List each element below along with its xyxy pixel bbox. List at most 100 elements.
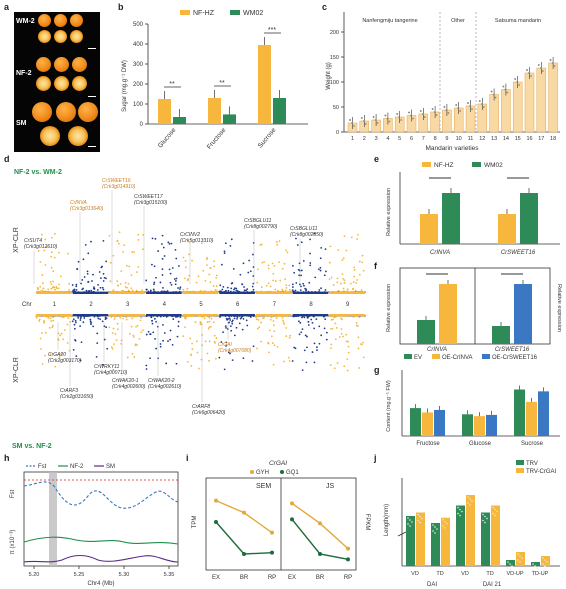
snp-point	[55, 285, 58, 288]
snp-point	[172, 318, 175, 320]
snp-point	[169, 338, 172, 341]
snp-point	[152, 288, 155, 291]
snp-point	[45, 315, 48, 318]
snp-point	[77, 316, 80, 319]
sig-label: **	[219, 80, 225, 87]
ylabel: TPM	[192, 516, 198, 529]
bar-nf-hz-crinva	[420, 214, 438, 244]
data-point	[457, 506, 459, 509]
ylabel2: Relative expression	[556, 284, 562, 332]
snp-point	[225, 326, 227, 329]
snp-point	[80, 315, 83, 318]
snp-point	[159, 281, 162, 284]
snp-point	[343, 279, 346, 282]
snp-point	[125, 318, 128, 321]
snp-point	[140, 316, 143, 319]
data-point	[349, 119, 351, 121]
snp-point	[71, 284, 74, 286]
snp-point	[58, 283, 60, 286]
snp-point	[145, 288, 148, 291]
snp-point	[299, 321, 302, 324]
snp-point	[285, 286, 288, 289]
panel-d-chart: NF-2 vs. WM-2 SM vs. NF-2 XP-CLR XP-CLR …	[12, 169, 366, 450]
snp-point	[50, 287, 53, 290]
snp-point	[352, 316, 355, 318]
snp-point	[41, 289, 44, 292]
snp-point	[59, 275, 62, 278]
data-point	[544, 565, 546, 567]
snp-point	[226, 286, 229, 289]
x-tick-label: 14	[503, 136, 509, 142]
snp-point	[343, 282, 346, 284]
chr-band	[72, 314, 109, 316]
x-tick-label: Glucose	[469, 441, 492, 447]
chr-band	[256, 314, 292, 316]
snp-point	[336, 277, 339, 280]
snp-point	[291, 289, 294, 292]
xlabel: Chr4 (Mb)	[87, 581, 114, 587]
snp-point	[184, 326, 186, 329]
snp-point	[358, 316, 361, 319]
snp-point	[260, 243, 263, 246]
legend-gyh: GYH	[256, 470, 269, 476]
snp-point	[175, 257, 178, 260]
snp-point	[299, 289, 302, 292]
snp-point	[284, 278, 287, 281]
snp-point	[124, 285, 127, 288]
snp-point	[157, 250, 160, 252]
snp-point	[275, 317, 278, 320]
snp-point	[36, 288, 39, 290]
snp-point	[361, 254, 364, 257]
legend-oe-sweet16: OE-CrSWEET16	[492, 355, 538, 361]
chr-band	[292, 314, 329, 316]
snp-point	[320, 246, 323, 249]
panel-b-letter: b	[118, 2, 124, 12]
snp-point	[358, 367, 361, 369]
snp-point	[343, 235, 346, 238]
x-tick-label: 4	[386, 136, 389, 142]
chr-band	[109, 292, 145, 294]
snp-point	[101, 286, 104, 289]
snp-point	[170, 242, 173, 245]
data-point	[423, 116, 426, 118]
data-point	[504, 88, 507, 91]
snp-point	[201, 316, 204, 318]
bar-variety-17	[536, 67, 547, 133]
data-point	[507, 561, 509, 563]
group-label-other: Other	[451, 18, 465, 24]
gene-id: (Crk3g015100)	[134, 200, 168, 206]
snp-point	[284, 289, 287, 292]
snp-point	[188, 241, 191, 244]
gene-label: CrINVA	[70, 200, 87, 206]
snp-point	[285, 335, 288, 338]
snp-point	[155, 276, 157, 279]
snp-point	[353, 275, 356, 278]
gene-label: CrARF3	[60, 388, 78, 394]
snp-point	[335, 327, 338, 329]
x-tick-label: BR	[240, 575, 249, 581]
snp-point	[43, 320, 46, 323]
snp-point	[209, 267, 212, 270]
snp-point	[228, 317, 231, 320]
snp-point	[97, 317, 100, 320]
snp-point	[186, 287, 189, 290]
data-point	[388, 120, 391, 123]
snp-point	[111, 332, 114, 334]
snp-point	[76, 268, 79, 271]
sig-label: ***	[268, 27, 276, 34]
snp-point	[149, 357, 151, 360]
gene-label: CrGA20	[48, 352, 66, 358]
x-tick-label: CrSWEET16	[501, 250, 536, 256]
snp-point	[67, 252, 70, 255]
bar-oe-crsweet16-glucose	[486, 414, 497, 436]
snp-point	[90, 321, 93, 324]
ylabel2: FPKM	[364, 514, 370, 531]
snp-point	[210, 317, 213, 320]
snp-point	[255, 316, 257, 318]
snp-point	[44, 238, 47, 241]
snp-point	[137, 233, 139, 236]
snp-point	[112, 254, 115, 257]
y-tick-label: 500	[133, 22, 144, 28]
chr-band	[219, 314, 255, 316]
snp-point	[304, 334, 307, 337]
